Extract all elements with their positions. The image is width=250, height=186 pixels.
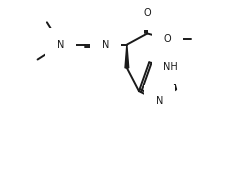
- Text: O: O: [164, 34, 172, 44]
- Text: N: N: [57, 40, 64, 50]
- Text: O: O: [144, 8, 151, 18]
- Text: NH: NH: [163, 62, 178, 72]
- Text: N: N: [156, 96, 163, 106]
- Polygon shape: [125, 45, 129, 68]
- Text: N: N: [102, 40, 109, 50]
